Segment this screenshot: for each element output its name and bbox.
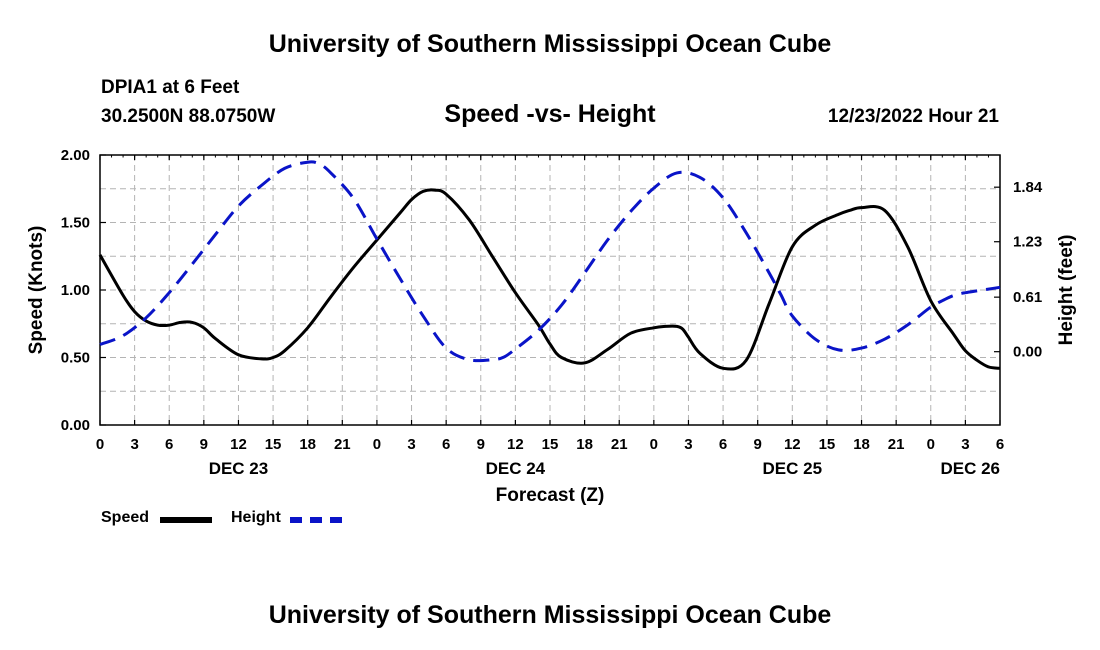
y-right-tick-label: 1.23 bbox=[1013, 234, 1042, 251]
x-tick-label: 15 bbox=[542, 436, 559, 453]
x-tick-label: 0 bbox=[650, 436, 658, 453]
forecast-timestamp: 12/23/2022 Hour 21 bbox=[827, 106, 999, 127]
x-tick-label: 18 bbox=[576, 436, 593, 453]
date-label: DEC 25 bbox=[763, 459, 823, 478]
y-right-tick-label: 0.61 bbox=[1013, 289, 1042, 306]
footer-title: University of Southern Mississippi Ocean… bbox=[268, 601, 832, 629]
x-tick-label: 21 bbox=[888, 436, 905, 453]
legend-speed-label: Speed bbox=[101, 509, 150, 526]
x-tick-label: 6 bbox=[996, 436, 1004, 453]
axis-ticks bbox=[99, 154, 1001, 426]
y-right-axis-title: Height (feet) bbox=[1056, 235, 1077, 346]
x-tick-label: 3 bbox=[961, 436, 969, 453]
y-right-tick-label: 0.00 bbox=[1013, 344, 1042, 361]
x-tick-label: 3 bbox=[130, 436, 138, 453]
x-tick-label: 9 bbox=[754, 436, 762, 453]
y-left-tick-label: 1.50 bbox=[61, 215, 90, 232]
legend-height-swatch bbox=[290, 517, 342, 523]
x-tick-label: 3 bbox=[684, 436, 692, 453]
x-tick-label: 21 bbox=[334, 436, 351, 453]
x-tick-label: 9 bbox=[200, 436, 208, 453]
axis-labels: 0 3 6 9 12 15 18 21 0 3 6 9 12 15 18 21 0 3 6 9 12 15 18 21 0 3 6 0… bbox=[26, 147, 1077, 506]
y-left-tick-label: 1.00 bbox=[61, 282, 90, 299]
x-tick-label: 21 bbox=[611, 436, 628, 453]
y-left-axis-title: Speed (Knots) bbox=[26, 226, 47, 355]
series-line-height bbox=[99, 160, 1001, 363]
x-tick-label: 12 bbox=[507, 436, 524, 453]
x-axis-title: Forecast (Z) bbox=[496, 485, 605, 506]
page-title: University of Southern Mississippi Ocean… bbox=[268, 30, 832, 58]
x-tick-label: 12 bbox=[230, 436, 247, 453]
date-label: DEC 24 bbox=[486, 459, 546, 478]
y-right-tick-label: 1.84 bbox=[1013, 179, 1043, 196]
x-tick-label: 18 bbox=[299, 436, 316, 453]
y-left-tick-label: 0.00 bbox=[61, 417, 90, 434]
legend-height-label: Height bbox=[231, 509, 281, 526]
chart-subtitle: Speed -vs- Height bbox=[444, 100, 656, 128]
x-tick-label: 6 bbox=[719, 436, 727, 453]
x-tick-label: 0 bbox=[373, 436, 381, 453]
x-tick-label: 3 bbox=[407, 436, 415, 453]
x-tick-label: 6 bbox=[442, 436, 450, 453]
grid bbox=[100, 155, 1000, 425]
x-tick-label: 0 bbox=[927, 436, 935, 453]
x-tick-label: 15 bbox=[819, 436, 836, 453]
series-line-speed bbox=[98, 188, 1001, 371]
date-label: DEC 26 bbox=[940, 459, 1000, 478]
x-tick-label: 12 bbox=[784, 436, 801, 453]
legend-speed-swatch bbox=[160, 517, 212, 523]
coordinates-label: 30.2500N 88.0750W bbox=[101, 106, 276, 127]
x-tick-label: 18 bbox=[853, 436, 870, 453]
y-left-tick-label: 0.50 bbox=[61, 350, 90, 367]
date-label: DEC 23 bbox=[209, 459, 269, 478]
y-left-tick-label: 2.00 bbox=[61, 147, 90, 164]
x-tick-label: 9 bbox=[477, 436, 485, 453]
x-tick-label: 15 bbox=[265, 436, 282, 453]
series-lines bbox=[98, 160, 1001, 371]
x-tick-label: 6 bbox=[165, 436, 173, 453]
station-label: DPIA1 at 6 Feet bbox=[101, 77, 240, 98]
x-tick-label: 0 bbox=[96, 436, 104, 453]
